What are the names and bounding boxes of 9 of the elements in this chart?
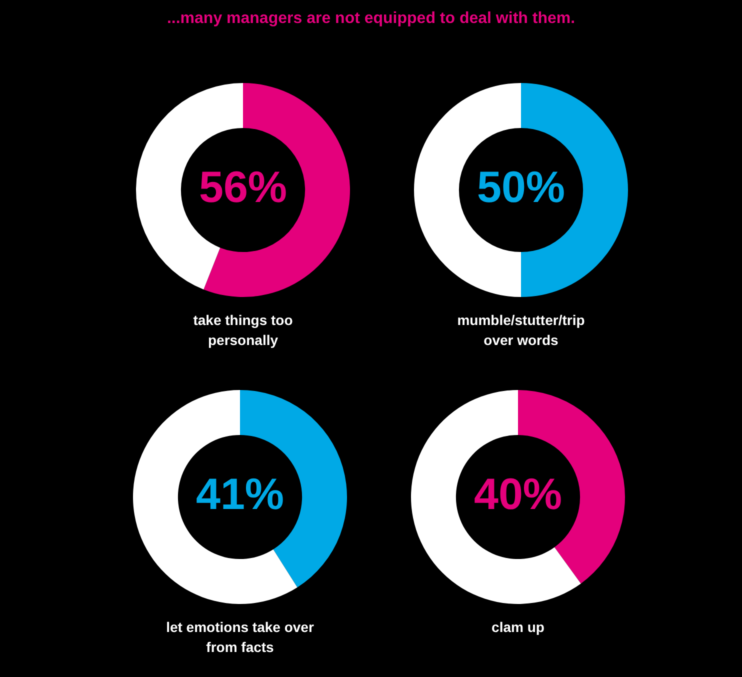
text: clam up — [490, 618, 546, 637]
data-label: 41% — [196, 470, 284, 520]
data-label: 56% — [198, 163, 288, 212]
text: take things too personally — [192, 311, 294, 350]
data-label: 50% — [476, 163, 566, 212]
data-label: 40% — [474, 470, 562, 520]
chart-title: ...many managers are not equipped to deal with them. — [166, 10, 576, 28]
text: mumble/stutter/trip over words — [456, 311, 586, 350]
text: let emotions take over from facts — [165, 618, 315, 657]
